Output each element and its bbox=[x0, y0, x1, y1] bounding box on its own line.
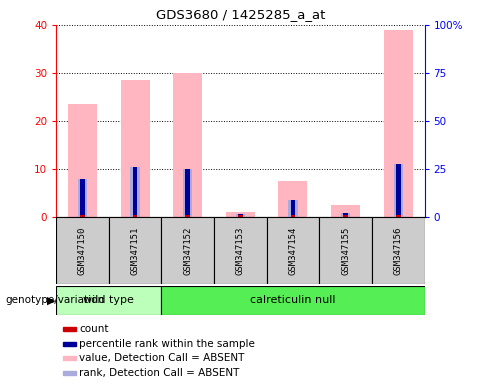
Text: GSM347150: GSM347150 bbox=[78, 227, 87, 275]
Bar bbox=[393, 164, 403, 217]
Bar bbox=[288, 200, 298, 217]
Bar bbox=[185, 169, 190, 217]
Bar bbox=[56, 217, 109, 284]
Bar bbox=[226, 212, 255, 217]
Text: GSM347153: GSM347153 bbox=[236, 227, 245, 275]
Text: GSM347155: GSM347155 bbox=[341, 227, 350, 275]
Bar bbox=[396, 164, 401, 217]
Bar bbox=[238, 214, 243, 217]
Bar bbox=[130, 167, 140, 217]
Bar bbox=[56, 286, 162, 315]
Bar bbox=[121, 80, 149, 217]
Bar bbox=[162, 217, 214, 284]
Bar bbox=[133, 167, 138, 217]
Bar bbox=[319, 217, 372, 284]
Bar bbox=[109, 217, 162, 284]
Text: value, Detection Call = ABSENT: value, Detection Call = ABSENT bbox=[79, 353, 244, 364]
Text: GSM347154: GSM347154 bbox=[288, 227, 298, 275]
Text: GSM347156: GSM347156 bbox=[394, 227, 403, 275]
Bar bbox=[266, 217, 319, 284]
Bar bbox=[291, 215, 295, 217]
Bar bbox=[214, 217, 266, 284]
Bar bbox=[183, 169, 192, 217]
Bar bbox=[63, 342, 76, 346]
Bar bbox=[80, 179, 85, 217]
Bar bbox=[396, 215, 401, 217]
Text: rank, Detection Call = ABSENT: rank, Detection Call = ABSENT bbox=[79, 368, 239, 378]
Bar bbox=[384, 30, 413, 217]
Bar bbox=[162, 286, 425, 315]
Bar bbox=[63, 356, 76, 361]
Text: percentile rank within the sample: percentile rank within the sample bbox=[79, 339, 255, 349]
Text: GSM347151: GSM347151 bbox=[131, 227, 140, 275]
Bar bbox=[63, 371, 76, 375]
Bar bbox=[68, 104, 97, 217]
Bar bbox=[80, 215, 85, 217]
Bar bbox=[133, 215, 138, 217]
Bar bbox=[291, 200, 295, 217]
Text: calreticulin null: calreticulin null bbox=[250, 295, 336, 306]
Bar bbox=[78, 179, 87, 217]
Bar bbox=[238, 215, 243, 217]
Bar bbox=[331, 205, 360, 217]
Bar bbox=[236, 214, 245, 217]
Title: GDS3680 / 1425285_a_at: GDS3680 / 1425285_a_at bbox=[156, 8, 325, 21]
Bar bbox=[372, 217, 425, 284]
Text: GSM347152: GSM347152 bbox=[183, 227, 192, 275]
Bar bbox=[341, 213, 350, 217]
Bar bbox=[343, 213, 348, 217]
Bar bbox=[173, 73, 202, 217]
Bar bbox=[279, 181, 307, 217]
Text: count: count bbox=[79, 324, 108, 334]
Text: genotype/variation: genotype/variation bbox=[5, 295, 104, 306]
Bar bbox=[63, 327, 76, 331]
Text: wild type: wild type bbox=[83, 295, 134, 306]
Bar bbox=[343, 215, 348, 217]
Text: ▶: ▶ bbox=[47, 295, 56, 306]
Bar bbox=[185, 215, 190, 217]
